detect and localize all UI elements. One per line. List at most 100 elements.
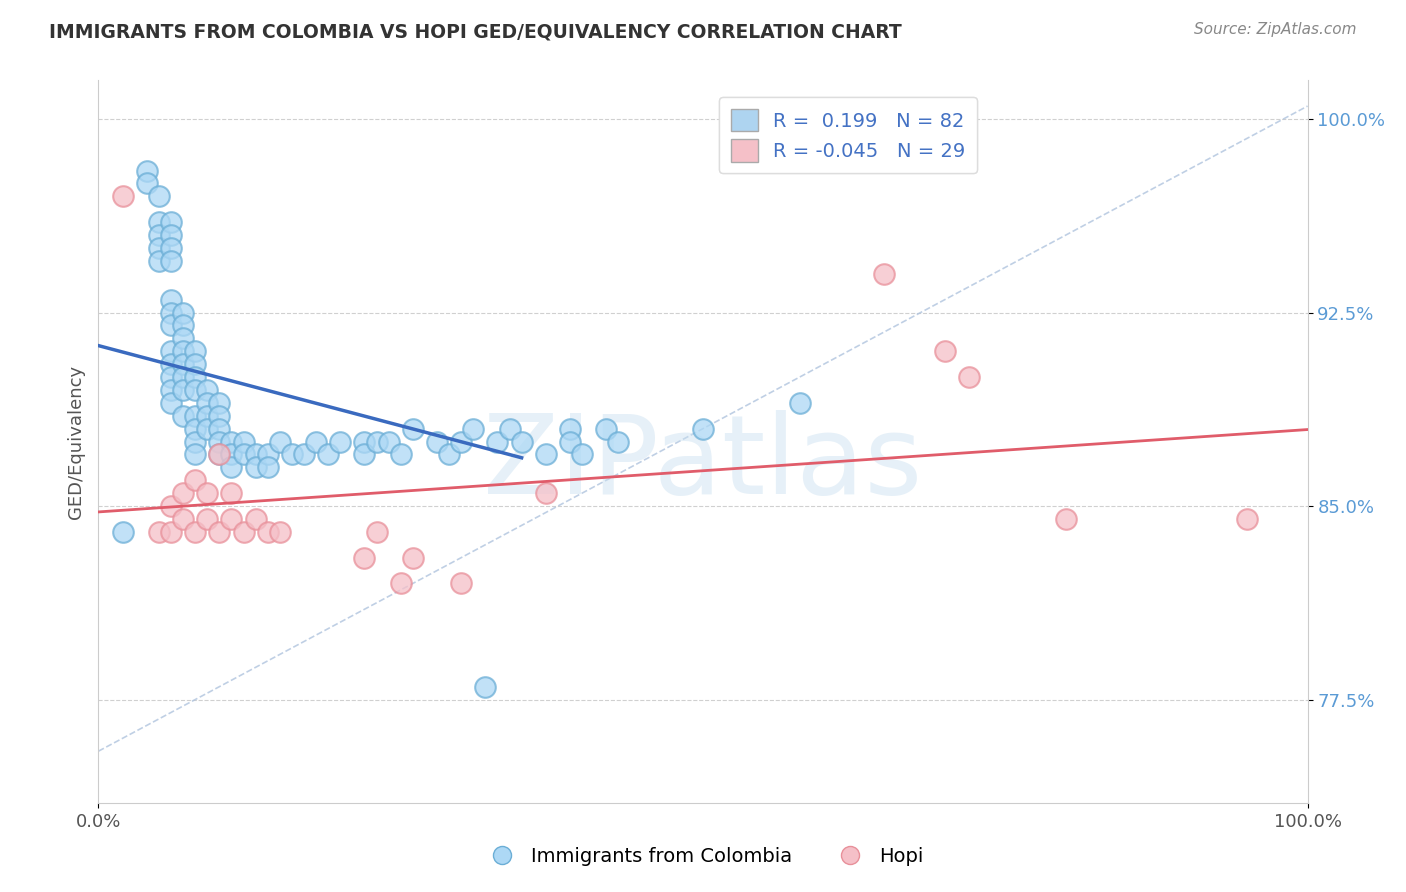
Point	[148, 241, 170, 255]
Point	[221, 434, 243, 449]
Point	[1054, 512, 1077, 526]
Point	[377, 434, 399, 449]
Point	[510, 434, 533, 449]
Point	[256, 460, 278, 475]
Point	[256, 447, 278, 461]
Point	[534, 447, 557, 461]
Point	[221, 447, 243, 461]
Point	[595, 422, 617, 436]
Point	[135, 177, 157, 191]
Point	[195, 396, 218, 410]
Point	[450, 434, 472, 449]
Point	[111, 189, 134, 203]
Point	[402, 550, 425, 565]
Point	[232, 447, 254, 461]
Point	[195, 512, 218, 526]
Point	[789, 396, 811, 410]
Point	[184, 422, 207, 436]
Point	[172, 486, 194, 500]
Point	[571, 447, 593, 461]
Point	[316, 447, 339, 461]
Point	[353, 550, 375, 565]
Text: IMMIGRANTS FROM COLOMBIA VS HOPI GED/EQUIVALENCY CORRELATION CHART: IMMIGRANTS FROM COLOMBIA VS HOPI GED/EQU…	[49, 22, 903, 41]
Point	[160, 241, 183, 255]
Point	[208, 396, 231, 410]
Point	[256, 524, 278, 539]
Point	[160, 253, 183, 268]
Point	[208, 422, 231, 436]
Point	[208, 434, 231, 449]
Point	[172, 318, 194, 333]
Point	[160, 383, 183, 397]
Point	[184, 383, 207, 397]
Point	[269, 434, 291, 449]
Point	[184, 524, 207, 539]
Point	[148, 215, 170, 229]
Point	[221, 512, 243, 526]
Point	[957, 370, 980, 384]
Point	[353, 447, 375, 461]
Point	[160, 318, 183, 333]
Point	[463, 422, 485, 436]
Point	[450, 576, 472, 591]
Point	[160, 357, 183, 371]
Point	[558, 434, 581, 449]
Point	[172, 357, 194, 371]
Text: Source: ZipAtlas.com: Source: ZipAtlas.com	[1194, 22, 1357, 37]
Point	[269, 524, 291, 539]
Point	[534, 486, 557, 500]
Point	[221, 460, 243, 475]
Point	[172, 512, 194, 526]
Point	[172, 344, 194, 359]
Point	[195, 422, 218, 436]
Point	[426, 434, 449, 449]
Point	[172, 383, 194, 397]
Point	[353, 434, 375, 449]
Point	[172, 331, 194, 345]
Point	[160, 499, 183, 513]
Point	[160, 228, 183, 243]
Point	[172, 409, 194, 423]
Point	[135, 163, 157, 178]
Point	[389, 447, 412, 461]
Point	[148, 524, 170, 539]
Point	[474, 680, 496, 694]
Point	[160, 524, 183, 539]
Point	[184, 473, 207, 487]
Point	[607, 434, 630, 449]
Point	[292, 447, 315, 461]
Point	[160, 293, 183, 307]
Point	[366, 524, 388, 539]
Point	[366, 434, 388, 449]
Point	[402, 422, 425, 436]
Point	[692, 422, 714, 436]
Point	[208, 447, 231, 461]
Point	[160, 396, 183, 410]
Point	[329, 434, 352, 449]
Point	[160, 215, 183, 229]
Point	[437, 447, 460, 461]
Point	[148, 189, 170, 203]
Point	[934, 344, 956, 359]
Point	[232, 434, 254, 449]
Text: ZIPatlas: ZIPatlas	[484, 409, 922, 516]
Point	[281, 447, 304, 461]
Point	[195, 486, 218, 500]
Point	[245, 447, 267, 461]
Point	[195, 409, 218, 423]
Point	[160, 370, 183, 384]
Point	[208, 447, 231, 461]
Point	[184, 357, 207, 371]
Point	[195, 383, 218, 397]
Point	[184, 434, 207, 449]
Point	[172, 370, 194, 384]
Point	[160, 344, 183, 359]
Legend: R =  0.199   N = 82, R = -0.045   N = 29: R = 0.199 N = 82, R = -0.045 N = 29	[718, 97, 977, 173]
Point	[184, 447, 207, 461]
Point	[245, 512, 267, 526]
Point	[148, 253, 170, 268]
Point	[1236, 512, 1258, 526]
Point	[184, 370, 207, 384]
Point	[232, 524, 254, 539]
Point	[184, 344, 207, 359]
